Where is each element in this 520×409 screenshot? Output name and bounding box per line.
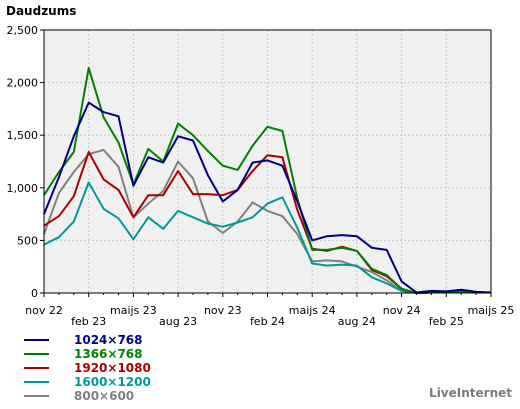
y-tick-label: 1,500	[7, 129, 39, 142]
legend-label: 1600×1200	[74, 375, 151, 389]
legend-item: 800×600	[24, 389, 151, 403]
legend-item: 1920×1080	[24, 361, 151, 375]
watermark: LiveInternet	[429, 386, 512, 400]
y-tick-label: 500	[17, 234, 38, 247]
legend-swatch	[24, 367, 49, 369]
legend-label: 1024×768	[74, 333, 143, 347]
y-tick-label: 2,000	[7, 77, 39, 90]
legend-swatch	[24, 381, 49, 383]
legend-label: 1366×768	[74, 347, 143, 361]
legend-swatch	[24, 353, 49, 355]
x-tick-label: aug 23	[159, 315, 197, 328]
x-tick-label: maijs 23	[110, 304, 157, 317]
legend: 1024×768 1366×768 1920×1080 1600×1200 80…	[24, 333, 151, 403]
x-tick-label: nov 23	[204, 304, 242, 317]
x-tick-label: maijs 24	[289, 304, 336, 317]
x-tick-label: feb 25	[429, 315, 464, 328]
x-tick-label: nov 24	[383, 304, 421, 317]
legend-swatch	[24, 339, 49, 341]
legend-item: 1024×768	[24, 333, 151, 347]
legend-item: 1366×768	[24, 347, 151, 361]
legend-item: 1600×1200	[24, 375, 151, 389]
x-tick-label: maijs 25	[468, 304, 515, 317]
x-tick-label: nov 22	[25, 304, 63, 317]
y-tick-label: 0	[31, 287, 38, 300]
legend-label: 1920×1080	[74, 361, 151, 375]
x-tick-label: feb 24	[250, 315, 285, 328]
legend-swatch	[24, 395, 49, 397]
x-tick-label: aug 24	[338, 315, 376, 328]
chart-title: Daudzums	[6, 4, 76, 18]
plot-area	[44, 30, 491, 293]
plot-border	[43, 29, 492, 294]
legend-label: 800×600	[74, 389, 135, 403]
x-tick-label: feb 23	[71, 315, 106, 328]
y-tick-label: 1,000	[7, 182, 39, 195]
y-tick-label: 2,500	[7, 24, 39, 37]
